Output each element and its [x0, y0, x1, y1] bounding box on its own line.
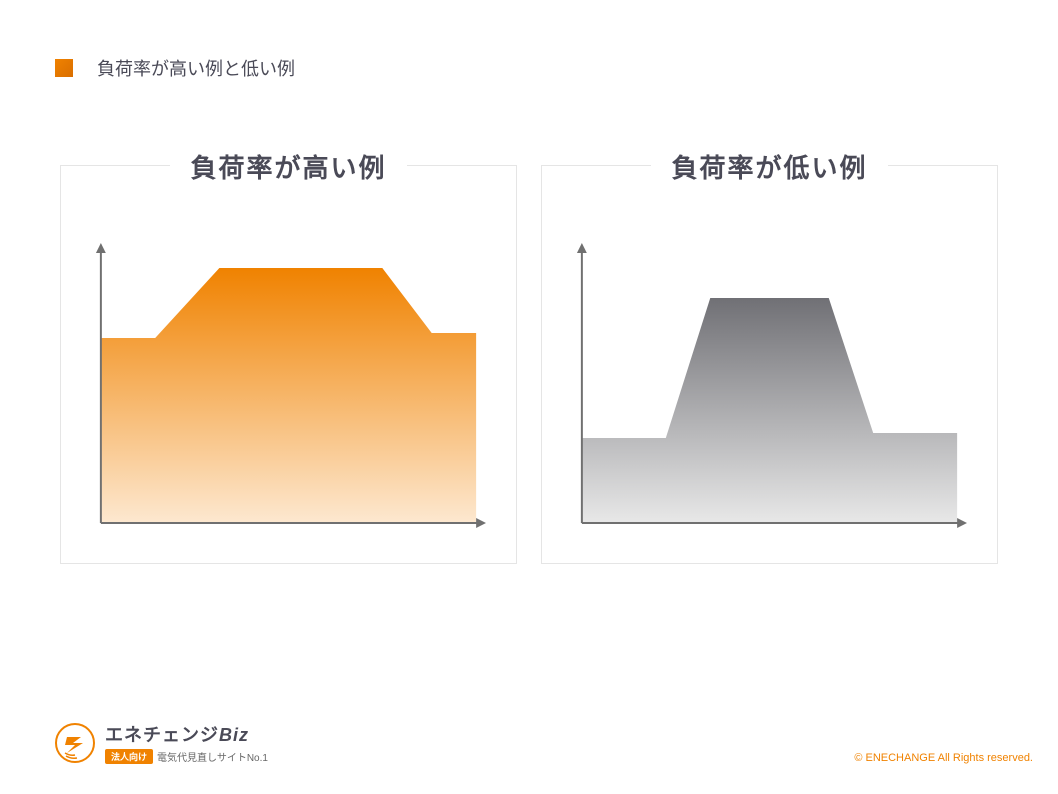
copyright-text: © ENECHANGE All Rights reserved. [854, 752, 1033, 764]
logo-tagline: 電気代見直しサイトNo.1 [157, 749, 268, 764]
logo-circle-icon [55, 723, 95, 763]
page-header: 負荷率が高い例と低い例 [55, 55, 295, 81]
page-footer: エネチェンジBiz 法人向け 電気代見直しサイトNo.1 © ENECHANGE… [55, 721, 1033, 764]
logo-name: エネチェンジ [105, 725, 219, 745]
logo-badge: 法人向け [105, 749, 153, 764]
logo-suffix: Biz [219, 725, 249, 745]
chart-plot-area [91, 243, 486, 533]
chart-panel-low-load: 負荷率が低い例 [541, 165, 998, 564]
chart-title: 負荷率が高い例 [170, 148, 406, 185]
chart-plot-area [572, 243, 967, 533]
chart-panel-high-load: 負荷率が高い例 [60, 165, 517, 564]
bullet-square-icon [55, 59, 73, 77]
logo-text: エネチェンジBiz [105, 721, 268, 747]
load-chart-low [572, 243, 967, 533]
charts-row: 負荷率が高い例 負荷率が低い例 [60, 165, 998, 564]
page-title: 負荷率が高い例と低い例 [97, 55, 295, 81]
brand-logo: エネチェンジBiz 法人向け 電気代見直しサイトNo.1 [55, 721, 268, 764]
chart-title: 負荷率が低い例 [651, 148, 887, 185]
load-chart-high [91, 243, 486, 533]
